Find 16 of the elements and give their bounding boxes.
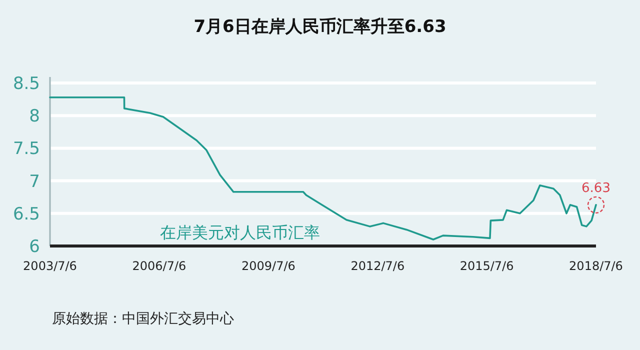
y-tick-label: 7.5 xyxy=(12,139,40,160)
annotation: 6.63 xyxy=(582,180,610,196)
x-tick-label: 2006/7/6 xyxy=(132,259,186,273)
x-tick-label: 2015/7/6 xyxy=(460,259,514,273)
y-tick-label: 8 xyxy=(29,106,40,127)
x-tick-label: 2003/7/6 xyxy=(23,259,77,273)
y-tick-label: 6.5 xyxy=(12,204,40,224)
series-label: 在岸美元对人民币汇率 xyxy=(160,223,320,242)
y-tick-label: 8.5 xyxy=(12,74,40,94)
y-tick-label: 6 xyxy=(29,237,40,257)
y-tick-label: 7 xyxy=(29,172,40,192)
x-tick-label: 2009/7/6 xyxy=(241,259,296,273)
chart-title: 7月6日在岸人民币汇率升至6.63 xyxy=(194,17,446,37)
x-tick-label: 2018/7/6 xyxy=(569,259,623,273)
x-tick-label: 2012/7/6 xyxy=(350,259,405,273)
text: 原始数据：中国外汇交易中心 xyxy=(52,311,234,327)
